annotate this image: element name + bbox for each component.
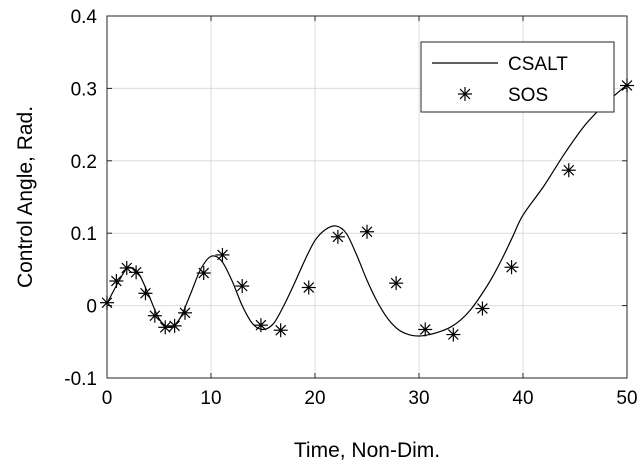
x-tick-label: 20 — [304, 388, 325, 409]
y-tick-label: 0.1 — [71, 224, 97, 245]
legend: CSALT SOS — [420, 41, 615, 113]
sos-point — [215, 247, 230, 262]
legend-sos-marker — [458, 87, 472, 101]
sos-point — [129, 265, 144, 280]
sos-point — [138, 286, 153, 301]
sos-point — [273, 323, 288, 338]
legend-csalt-label: CSALT — [508, 54, 568, 75]
y-tick-label: 0.2 — [71, 152, 97, 173]
legend-sos-asterisk — [458, 87, 472, 101]
y-tick-label: -0.1 — [64, 369, 97, 390]
sos-point — [196, 266, 211, 281]
sos-point — [330, 229, 345, 244]
x-axis-label: Time, Non-Dim. — [294, 439, 440, 462]
sos-point — [389, 276, 404, 291]
y-tick-label: 0.3 — [71, 79, 97, 100]
sos-point — [167, 318, 182, 333]
sos-point — [109, 273, 124, 288]
x-tick-label: 10 — [200, 388, 221, 409]
y-tick-label: 0 — [86, 297, 97, 318]
x-tick-label: 30 — [408, 388, 429, 409]
sos-point — [446, 327, 461, 342]
sos-point — [418, 322, 433, 337]
series-line-csalt — [106, 84, 628, 337]
x-tick-label: 0 — [102, 388, 113, 409]
x-tick-label: 40 — [512, 388, 533, 409]
axis-ticks — [106, 15, 628, 379]
sos-point — [147, 308, 162, 323]
legend-box — [420, 41, 615, 113]
x-tick-labels: 0 10 20 30 40 50 — [102, 388, 638, 409]
y-axis-label: Control Angle, Rad. — [14, 106, 37, 288]
sos-point — [620, 78, 634, 93]
sos-point — [178, 305, 192, 320]
y-tick-labels: -0.1 0 0.1 0.2 0.3 0.4 — [64, 7, 97, 390]
sos-point — [301, 280, 316, 295]
series — [100, 78, 634, 342]
plot-frame — [106, 15, 628, 379]
x-tick-label: 50 — [616, 388, 637, 409]
sos-point — [253, 318, 268, 333]
sos-point — [504, 260, 519, 275]
sos-point — [235, 279, 250, 294]
sos-point — [561, 163, 576, 178]
sos-point — [158, 320, 173, 335]
legend-sos-label: SOS — [508, 85, 548, 106]
sos-point — [100, 295, 114, 310]
y-tick-label: 0.4 — [71, 7, 98, 28]
sos-point — [475, 301, 490, 316]
sos-point — [360, 224, 374, 239]
